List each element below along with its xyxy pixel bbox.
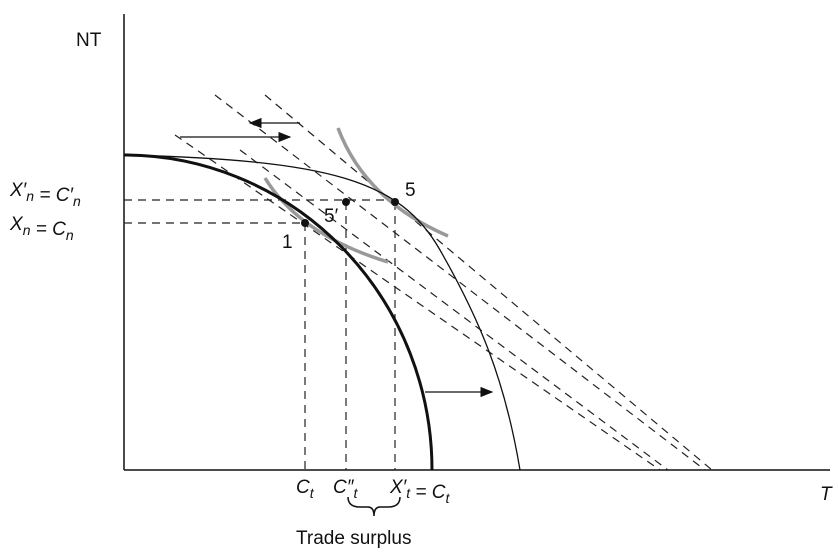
axis-label: X′n = C′n — [9, 180, 81, 209]
label-base: C — [296, 477, 310, 498]
ppf-initial — [123, 153, 434, 471]
point — [391, 198, 399, 206]
label-sub: t — [446, 490, 451, 506]
label-sub: n — [73, 193, 81, 209]
axis-label: Ct — [296, 477, 315, 501]
label-sub: t — [406, 485, 411, 501]
brace-label: Trade surplus — [296, 528, 411, 549]
label-sub: n — [66, 227, 74, 243]
label-base: X′ — [389, 477, 408, 498]
axis-label: C″t — [333, 477, 358, 501]
point-label: 5 — [405, 180, 416, 201]
y-labels: X′n = C′nXn = Cn — [9, 180, 81, 243]
label-sub: n — [26, 188, 34, 204]
brace — [347, 496, 401, 517]
label-sub: n — [23, 222, 31, 238]
label-base: X′ — [9, 180, 28, 201]
x-labels: Ct C″t X′t = Ct — [296, 477, 451, 506]
indifference-curve — [263, 177, 389, 264]
point — [301, 219, 309, 227]
axis-label: X′t = Ct — [389, 477, 451, 506]
indifference-curve — [336, 127, 449, 238]
label-base: = C — [410, 482, 446, 503]
label-base: X — [9, 214, 24, 235]
label-sub: t — [310, 485, 315, 501]
x-axis-label: T — [820, 484, 833, 505]
ppf-shifted — [123, 154, 521, 471]
reference-lines — [124, 199, 396, 470]
label-sub: t — [353, 485, 358, 501]
label-base: C″ — [333, 477, 355, 498]
label-base: = C′ — [34, 185, 74, 206]
budget-lines — [174, 94, 713, 471]
point-label: 1 — [282, 232, 293, 253]
point-label: 5′ — [324, 206, 339, 227]
point — [342, 198, 350, 206]
label-base: = C — [30, 219, 66, 240]
axis-label: Xn = Cn — [9, 214, 74, 243]
y-axis-label: NT — [76, 30, 102, 51]
